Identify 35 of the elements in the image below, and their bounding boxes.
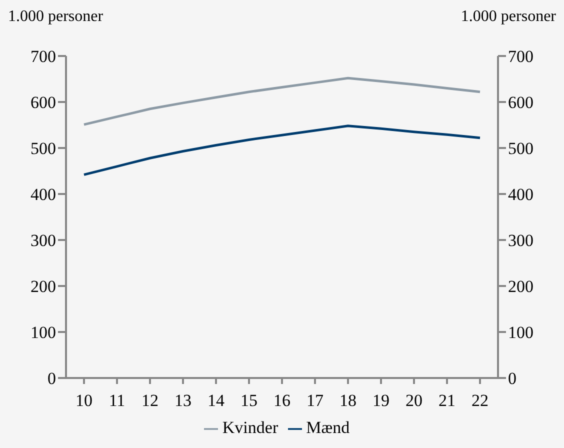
x-tick-label: 12: [142, 391, 158, 410]
y2-tick-label: 200: [508, 277, 534, 296]
y-tick-label: 500: [30, 139, 56, 158]
x-tick-label: 18: [340, 391, 356, 410]
x-tick-label: 15: [240, 391, 258, 410]
x-tick-label: 16: [274, 391, 290, 410]
y2-tick-label: 400: [508, 185, 534, 204]
y-tick-label: 200: [30, 277, 56, 296]
x-tick-label: 14: [208, 391, 225, 410]
y2-tick-label: 600: [508, 93, 534, 112]
y2-tick-label: 100: [508, 323, 534, 342]
line-series: [82, 76, 482, 126]
y-tick-label: 600: [30, 93, 56, 112]
y-tick-label: 700: [30, 47, 56, 66]
x-tick-label: 21: [438, 391, 456, 410]
y-tick-label: 100: [30, 323, 56, 342]
y2-tick-label: 300: [508, 231, 534, 250]
y2-tick-label: 700: [508, 47, 534, 66]
x-tick-label: 10: [76, 391, 92, 410]
y2-tick-label: 0: [508, 369, 516, 388]
y-axis-title: 1.000 personer: [8, 8, 104, 26]
x-tick-label: 19: [372, 391, 390, 410]
x-tick-label: 22: [472, 391, 488, 410]
x-tick-label: 13: [174, 391, 192, 410]
x-tick-label: 20: [406, 391, 422, 410]
legend-label: Mænd: [306, 418, 350, 437]
x-tick-label: 17: [306, 391, 324, 410]
x-tick-label: 11: [108, 391, 126, 410]
y-tick-label: 0: [48, 369, 56, 388]
legend-label: Kvinder: [222, 418, 278, 437]
y-tick-label: 300: [30, 231, 56, 250]
y-tick-label: 400: [30, 185, 56, 204]
y2-tick-label: 500: [508, 139, 534, 158]
y2-axis-title: 1.000 personer: [460, 8, 556, 26]
line-series: [82, 124, 482, 176]
